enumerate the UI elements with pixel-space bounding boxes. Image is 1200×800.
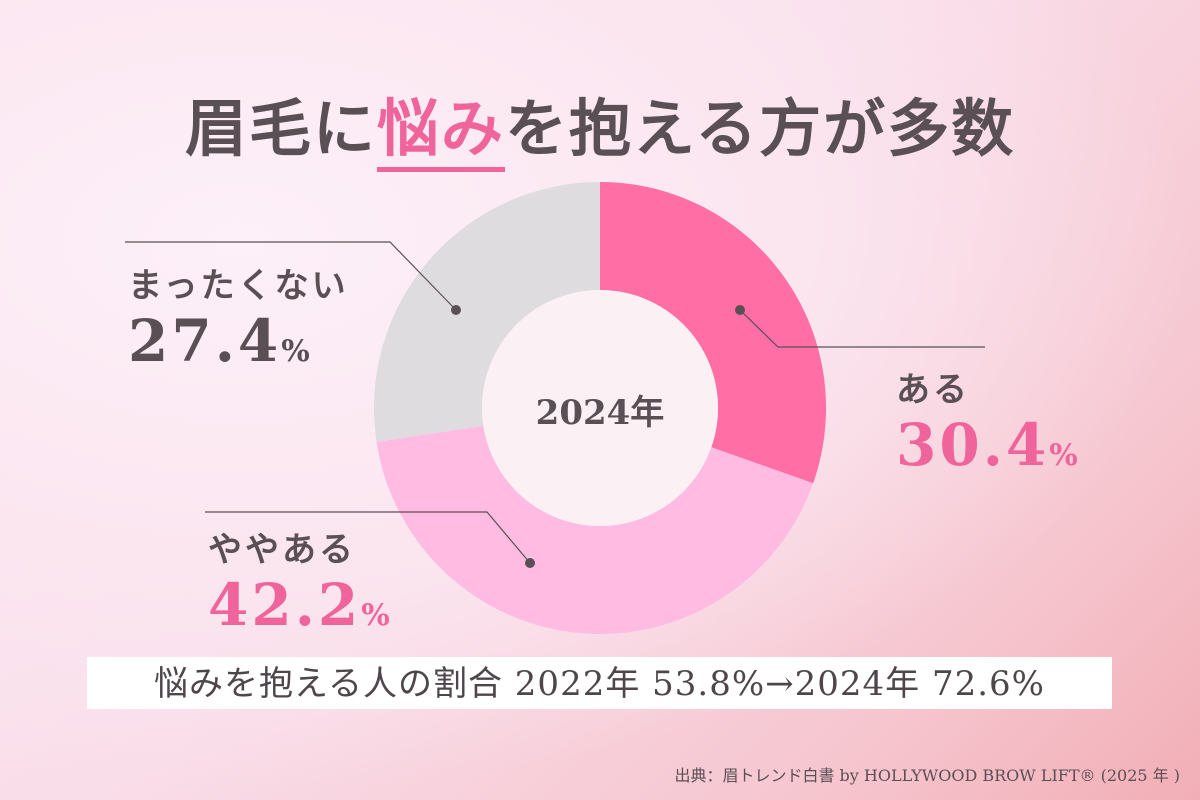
leader-line-1 [205,511,531,564]
label-yaya-aru: ややある 42.2% [208,522,390,639]
leader-dot-2 [451,305,461,315]
label-aru: ある 30.4% [896,362,1078,479]
label-name: まったくない [128,266,349,306]
leader-line-2 [125,241,457,311]
leader-line-0 [739,309,985,348]
label-unit: % [361,598,390,633]
donut-hole [482,290,718,526]
leader-dot-1 [525,558,535,568]
title-part: 眉毛に [184,92,377,165]
leader-dot-0 [735,305,745,315]
label-value: 27.4 [128,307,282,375]
label-value: 30.4 [896,411,1050,479]
page-title: 眉毛に悩みを抱える方が多数 [0,78,1200,172]
title-part: を抱える方が多数 [504,92,1016,165]
summary-banner: 悩みを抱える人の割合 2022年 53.8%→2024年 72.6% [87,657,1112,709]
label-value: 42.2 [208,571,362,639]
center-label: 2024年 [535,393,665,433]
label-name: ある [896,370,970,410]
label-unit: % [1049,438,1078,473]
donut-slice-2 [373,182,600,442]
title-highlight: 悩み [376,92,505,172]
donut-slice-1 [376,425,814,635]
label-unit: % [281,334,310,369]
label-mattaku-nai: まったくない 27.4% [128,258,349,375]
source-credit: 出典：眉トレンド白書 by HOLLYWOOD BROW LIFT® (2025… [674,766,1180,785]
label-name: ややある [208,530,356,570]
donut-slice-0 [600,182,826,484]
